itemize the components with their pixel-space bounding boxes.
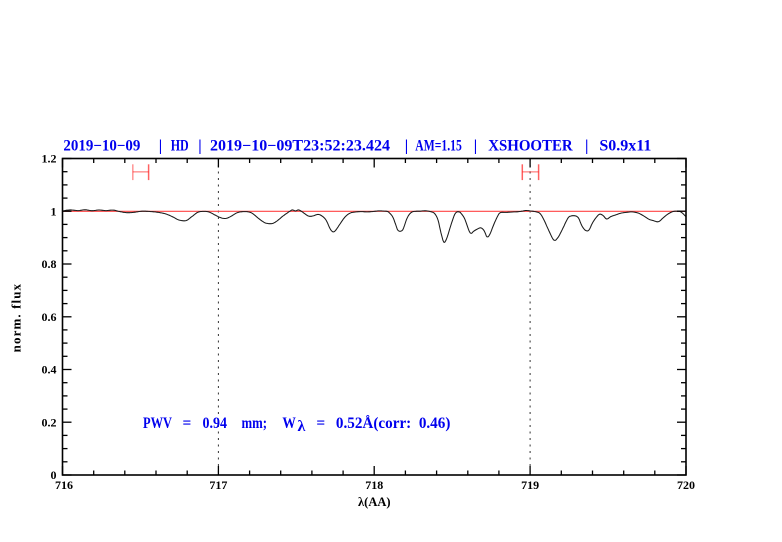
svg-text:1: 1: [51, 204, 57, 218]
svg-text:norm. flux: norm. flux: [9, 283, 24, 353]
svg-text:=: =: [183, 415, 192, 432]
svg-text:XSHOOTER: XSHOOTER: [488, 138, 573, 155]
svg-text:=: =: [316, 415, 325, 432]
svg-text:720: 720: [677, 478, 695, 492]
svg-text:716: 716: [55, 478, 73, 492]
svg-text:|: |: [585, 138, 588, 155]
svg-text:0.4: 0.4: [42, 363, 57, 377]
svg-text:λ: λ: [298, 418, 306, 435]
svg-text:0.8: 0.8: [42, 257, 57, 271]
svg-text:PWV: PWV: [143, 415, 172, 432]
svg-text:0.2: 0.2: [42, 415, 57, 429]
svg-text:S0.9x11: S0.9x11: [599, 138, 651, 155]
svg-text:|: |: [474, 138, 477, 155]
svg-text:mm;: mm;: [242, 415, 268, 432]
svg-text:718: 718: [365, 478, 383, 492]
svg-text:λ(AA): λ(AA): [358, 495, 391, 509]
svg-text:1.2: 1.2: [42, 152, 57, 166]
svg-text:719: 719: [521, 478, 539, 492]
svg-text:|: |: [405, 138, 408, 155]
svg-text:|: |: [198, 138, 201, 155]
svg-text:2019−10−09T23:52:23.424: 2019−10−09T23:52:23.424: [210, 138, 390, 155]
svg-text:0.94: 0.94: [203, 415, 228, 432]
svg-text:0.52Å(corr: 0.46): 0.52Å(corr: 0.46): [336, 414, 451, 432]
svg-text:0.6: 0.6: [42, 310, 57, 324]
svg-text:|: |: [159, 138, 162, 155]
svg-text:W: W: [282, 415, 296, 432]
svg-text:717: 717: [209, 478, 227, 492]
svg-text:HD: HD: [171, 138, 189, 155]
svg-text:0: 0: [51, 468, 57, 482]
svg-text:AM=1.15: AM=1.15: [415, 138, 462, 155]
svg-text:2019−10−09: 2019−10−09: [63, 138, 140, 155]
